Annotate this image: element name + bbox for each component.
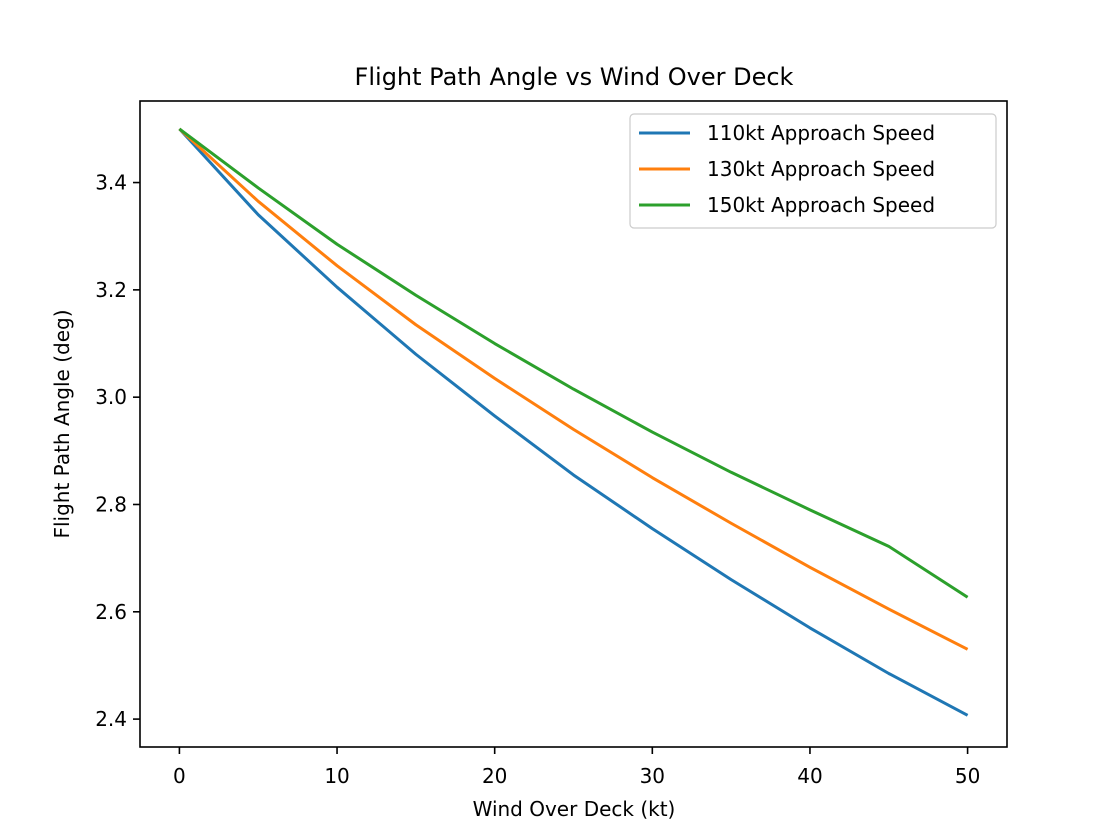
legend-items: 110kt Approach Speed 130kt Approach Speed… (639, 121, 935, 217)
legend-label-1: 110kt Approach Speed (707, 121, 935, 145)
legend-label-2: 130kt Approach Speed (707, 157, 935, 181)
legend: 110kt Approach Speed 130kt Approach Speed… (629, 113, 997, 229)
x-tick-label: 20 (482, 764, 507, 788)
x-axis-title: Wind Over Deck (kt) (473, 797, 676, 821)
legend-box (629, 113, 997, 229)
chart-title: Flight Path Angle vs Wind Over Deck (355, 63, 794, 91)
y-axis-ticks: 2.4 2.6 2.8 3.0 3.2 3.4 (95, 171, 140, 731)
series-line-2 (178, 127, 969, 651)
plot-frame (139, 100, 1008, 748)
y-tick-label: 3.4 (95, 171, 127, 195)
series-line-1 (178, 127, 969, 717)
y-axis-title: Flight Path Angle (deg) (50, 309, 74, 538)
x-tick-label: 30 (640, 764, 665, 788)
series-line-3 (178, 127, 969, 599)
legend-label-3: 150kt Approach Speed (707, 193, 935, 217)
series-layer (178, 127, 969, 717)
y-tick-label: 3.0 (95, 385, 127, 409)
y-tick-label: 2.4 (95, 707, 127, 731)
x-tick-label: 40 (797, 764, 822, 788)
y-tick-label: 2.6 (95, 600, 127, 624)
y-tick-label: 2.8 (95, 492, 127, 516)
y-tick-label: 3.2 (95, 278, 127, 302)
x-tick-label: 50 (955, 764, 980, 788)
x-tick-label: 10 (324, 764, 349, 788)
x-tick-label: 0 (173, 764, 186, 788)
x-axis-ticks: 0 10 20 30 40 50 (173, 747, 980, 788)
